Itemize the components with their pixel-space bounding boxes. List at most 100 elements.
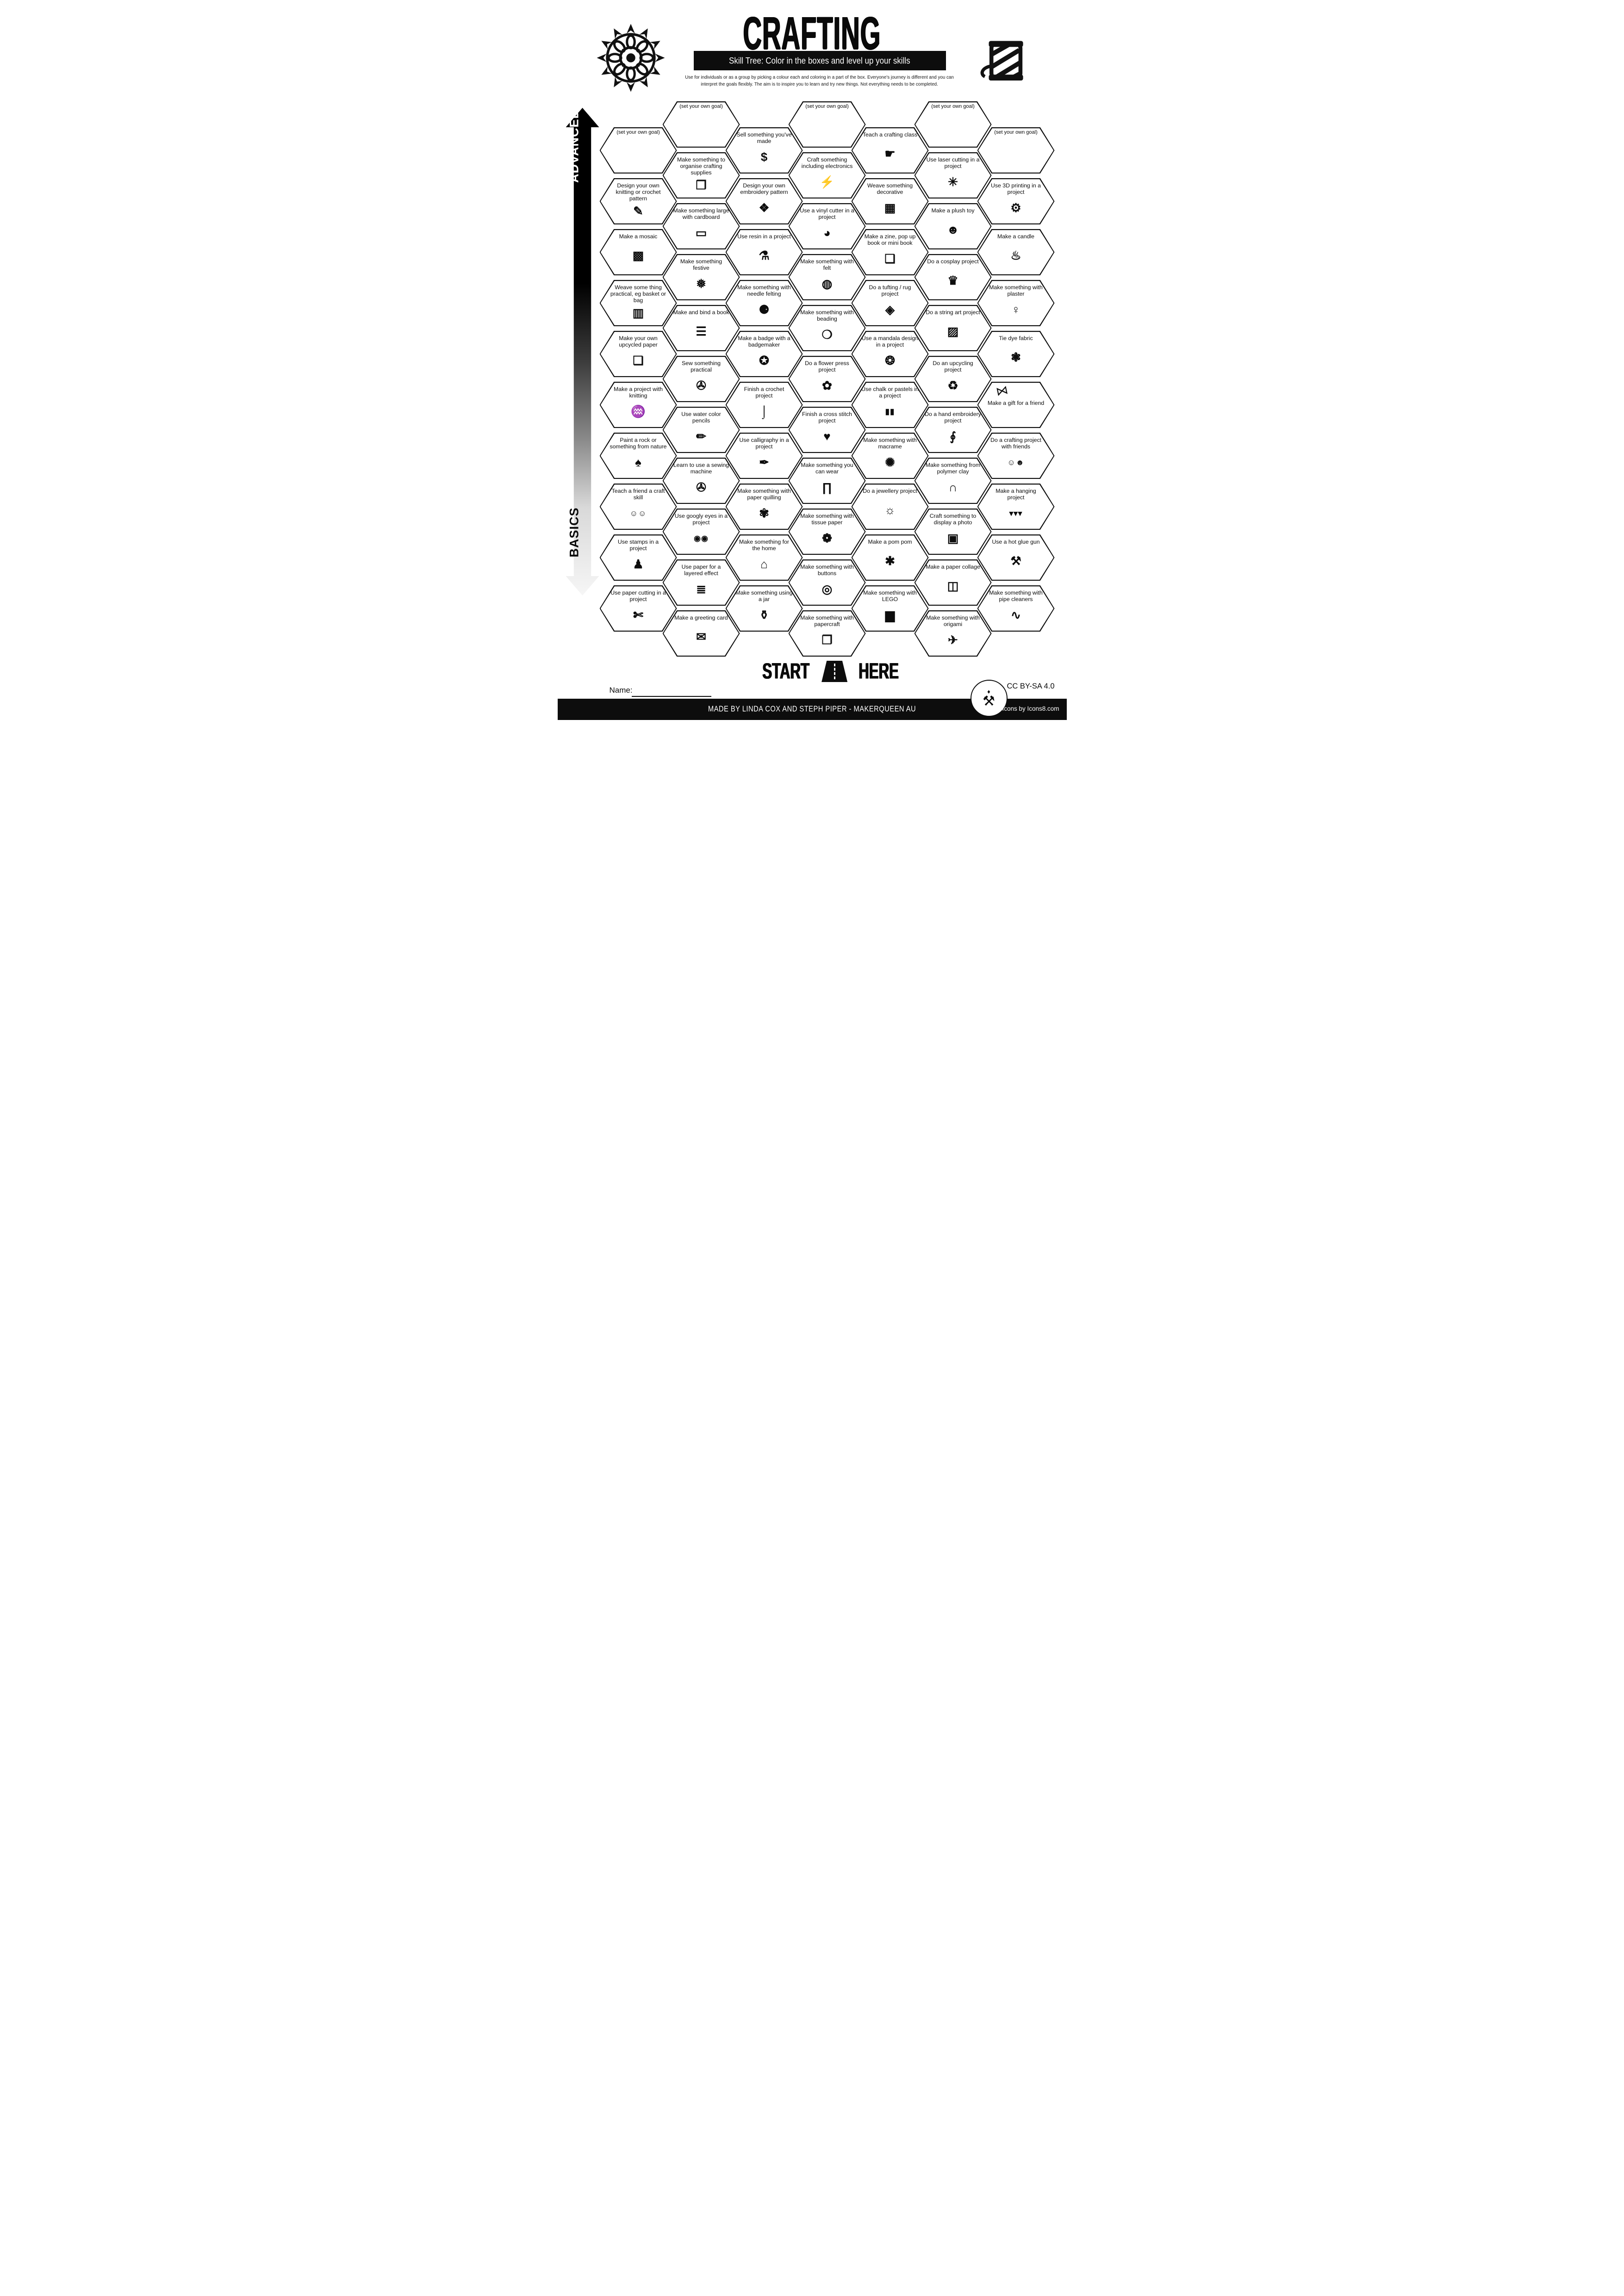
hex-tile[interactable]: Make something with papercraft ❐	[788, 610, 866, 657]
hex-tile[interactable]: Do a hand embroidery project ∮	[914, 407, 992, 453]
hex-label: Make something using a jar	[735, 590, 793, 603]
hex-tile-inner: Make something with beading ❍	[789, 306, 865, 350]
hex-tile[interactable]: Make something using a jar ⚱	[725, 585, 803, 632]
hex-tile[interactable]: Make something from polymer clay ∩	[914, 458, 992, 504]
hex-tile[interactable]: (set your own goal)	[788, 101, 866, 148]
hex-tile[interactable]: Make a candle ♨	[977, 229, 1055, 275]
hex-label: Make something with macrame	[863, 437, 917, 450]
hex-tile[interactable]: Do a flower press project ✿	[788, 356, 866, 402]
hex-tile[interactable]: Make something with macrame ✺	[851, 433, 929, 479]
rug-icon: ◈	[885, 303, 895, 317]
hex-tile[interactable]: Finish a crochet project ⌡	[725, 382, 803, 428]
hex-tile[interactable]: Make a gift for a friend ⋈	[977, 382, 1055, 428]
hex-tile[interactable]: Use paper for a layered effect ≣	[662, 559, 740, 606]
hex-tile-inner: Make something you can wear ∏	[789, 459, 865, 503]
hex-tile[interactable]: Learn to use a sewing machine ✇	[662, 458, 740, 504]
hex-tile[interactable]: Sell something you've made $	[725, 127, 803, 174]
hex-tile[interactable]: (set your own goal)	[977, 127, 1055, 174]
hex-tile-inner: Do a hand embroidery project ∮	[915, 408, 991, 452]
hex-tile[interactable]: Do a jewellery project ☼	[851, 484, 929, 530]
name-input-line[interactable]	[631, 696, 711, 697]
hex-tile[interactable]: Make something with tissue paper ❁	[788, 509, 866, 555]
hex-label: Use resin in a project	[737, 233, 791, 240]
hex-tile[interactable]: (set your own goal)	[599, 127, 677, 174]
hex-tile[interactable]: Make a hanging project ▾▾▾	[977, 484, 1055, 530]
hex-tile[interactable]: Make something with origami ✈	[914, 610, 992, 657]
hex-tile[interactable]: Use a mandala design in a project ❂	[851, 331, 929, 377]
hex-tile[interactable]: Do a crafting project with friends ☺☻	[977, 433, 1055, 479]
hex-tile[interactable]: Make something with buttons ◎	[788, 559, 866, 606]
hex-tile[interactable]: Make your own upcycled paper ❏	[599, 331, 677, 377]
knitting-pattern-icon: ✎	[633, 204, 643, 218]
hex-tile[interactable]: Make a plush toy ☻	[914, 203, 992, 249]
hex-tile[interactable]: Use a hot glue gun ⚒	[977, 534, 1055, 581]
hex-tile[interactable]: Use a vinyl cutter in a project ◕	[788, 203, 866, 249]
hex-tile[interactable]: Make something you can wear ∏	[788, 458, 866, 504]
hex-tile[interactable]: Make something large with cardboard ▭	[662, 203, 740, 249]
hex-tile[interactable]: (set your own goal)	[662, 101, 740, 148]
hex-tile[interactable]: Make something with felt ◍	[788, 254, 866, 300]
hex-tile-inner: Teach a friend a craft skill ☺☺	[600, 484, 676, 529]
cardboard-icon: ▭	[695, 226, 707, 240]
start-here: START HERE	[576, 659, 1067, 683]
resin-pour-icon: ⚗	[759, 248, 770, 263]
hex-tile[interactable]: Make something with paper quilling ✾	[725, 484, 803, 530]
hex-label: Use water color pencils	[681, 411, 721, 424]
hex-tile[interactable]: Use chalk or pastels in a project ▮▮	[851, 382, 929, 428]
hex-tile[interactable]: Teach a crafting class ☛	[851, 127, 929, 174]
hex-tile[interactable]: Use stamps in a project ♟	[599, 534, 677, 581]
hex-tile[interactable]: Do an upcycling project ♻	[914, 356, 992, 402]
hex-tile[interactable]: Weave something decorative ▦	[851, 178, 929, 224]
description-line: interpret the goals flexibly. The aim is…	[701, 82, 938, 87]
vinyl-sticker-icon: ◕	[823, 226, 831, 240]
hex-tile[interactable]: Design your own knitting or crochet patt…	[599, 178, 677, 224]
hex-tile[interactable]: Do a tufting / rug project ◈	[851, 280, 929, 326]
hex-tile[interactable]: Make a paper collage ◫	[914, 559, 992, 606]
hex-tile[interactable]: Use paper cutting in a project ✄	[599, 585, 677, 632]
hex-tile[interactable]: Use 3D printing in a project ⚙	[977, 178, 1055, 224]
hex-tile[interactable]: Make a greeting card ✉	[662, 610, 740, 657]
crochet-hook-icon: ⌡	[760, 404, 768, 419]
hex-label: Sew something practical	[681, 360, 721, 373]
hex-tile[interactable]: Finish a cross stitch project ♥	[788, 407, 866, 453]
hex-tile[interactable]: Make a project with knitting ♒	[599, 382, 677, 428]
hex-tile-inner: Make something with pipe cleaners ∿	[978, 586, 1054, 631]
crossed-tools-icon: ⚒	[983, 693, 995, 709]
hex-tile[interactable]: Use water color pencils ✏	[662, 407, 740, 453]
hex-tile[interactable]: Do a cosplay project ♛	[914, 254, 992, 300]
hex-tile[interactable]: Make something festive ❅	[662, 254, 740, 300]
teddy-bear-icon: ☻	[946, 223, 959, 237]
hex-tile[interactable]: Make a zine, pop up book or mini book ❑	[851, 229, 929, 275]
hex-tile[interactable]: Make something with needle felting ⚈	[725, 280, 803, 326]
hex-tile[interactable]: Teach a friend a craft skill ☺☺	[599, 484, 677, 530]
hex-tile[interactable]: Do a string art project ▨	[914, 305, 992, 351]
hex-tile[interactable]: Make and bind a book ☰	[662, 305, 740, 351]
hex-tile[interactable]: Make something for the home ⌂	[725, 534, 803, 581]
hex-tile[interactable]: Use calligraphy in a project ✒	[725, 433, 803, 479]
hex-tile[interactable]: Make something with pipe cleaners ∿	[977, 585, 1055, 632]
hex-tile[interactable]: Make a mosaic ▩	[599, 229, 677, 275]
hex-tile[interactable]: Use resin in a project ⚗	[725, 229, 803, 275]
hex-tile[interactable]: Use laser cutting in a project ✳	[914, 152, 992, 199]
hex-tile[interactable]: Craft something to display a photo ▣	[914, 509, 992, 555]
hex-label: Use a hot glue gun	[992, 539, 1040, 546]
hex-tile[interactable]: Make something with LEGO ▆	[851, 585, 929, 632]
hex-tile[interactable]: Make a pom pom ✱	[851, 534, 929, 581]
hex-tile[interactable]: Make something with plaster ♀	[977, 280, 1055, 326]
hex-tile[interactable]: Tie dye fabric ❃	[977, 331, 1055, 377]
hex-tile[interactable]: Paint a rock or something from nature ♠	[599, 433, 677, 479]
hex-label: Sell something you've made	[736, 131, 792, 145]
hex-tile[interactable]: Sew something practical ✇	[662, 356, 740, 402]
hex-tile[interactable]: Weave some thing practical, eg basket or…	[599, 280, 677, 326]
hex-tile[interactable]: Craft something including electronics ⚡	[788, 152, 866, 199]
hex-tile[interactable]: Make something with beading ❍	[788, 305, 866, 351]
hex-tile[interactable]: Use googly eyes in a project ◉◉	[662, 509, 740, 555]
pom-pom-icon: ✱	[885, 554, 895, 568]
hex-tile[interactable]: Make something to organise crafting supp…	[662, 152, 740, 199]
hex-tile[interactable]: Make a badge with a badgemaker ✪	[725, 331, 803, 377]
hex-tile[interactable]: (set your own goal)	[914, 101, 992, 148]
hex-tile[interactable]: Design your own embroidery pattern ❖	[725, 178, 803, 224]
hex-tile-inner: Use calligraphy in a project ✒	[726, 434, 802, 478]
hex-label: Make something you can wear	[801, 462, 853, 475]
button-icon: ◎	[821, 582, 833, 596]
